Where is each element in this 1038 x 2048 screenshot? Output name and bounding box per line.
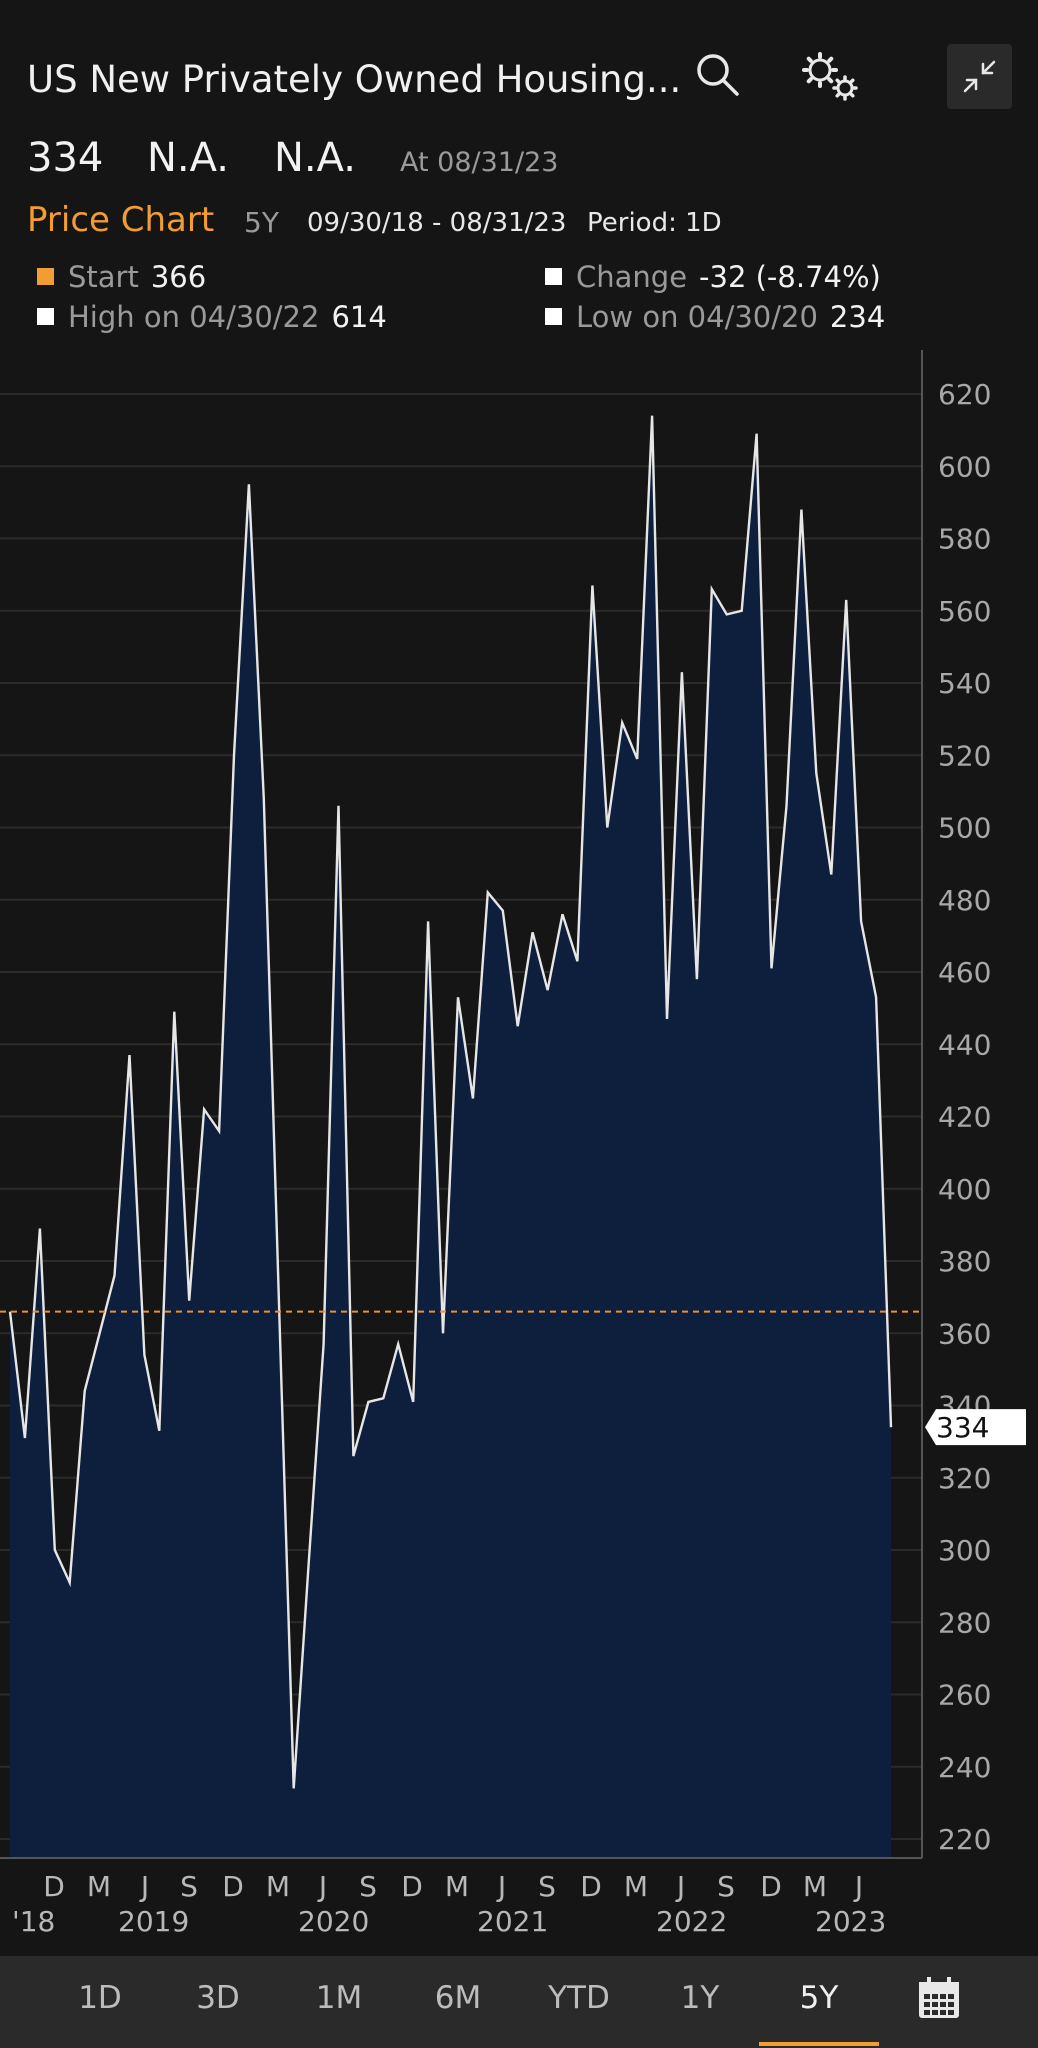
y-tick-label: 400: [938, 1173, 991, 1206]
x-month-label: D: [401, 1870, 423, 1903]
y-tick-label: 500: [938, 812, 991, 845]
start-swatch: [37, 267, 54, 285]
legend-start: Start 366: [37, 260, 206, 294]
y-tick-label: 320: [938, 1462, 991, 1495]
y-tick-label: 300: [938, 1534, 991, 1567]
x-month-label: D: [222, 1870, 244, 1903]
x-month-label: M: [803, 1870, 827, 1903]
y-tick-label: 260: [938, 1679, 991, 1712]
y-tick-label: 240: [938, 1751, 991, 1784]
change-swatch: [545, 267, 562, 285]
x-month-label: M: [266, 1870, 290, 1903]
tab-1y[interactable]: 1Y: [680, 1980, 720, 2016]
legend-high: High on 04/30/22 614: [37, 300, 387, 334]
price-chart[interactable]: 2202402602803003203403603804004204404604…: [0, 340, 1038, 1940]
x-month-label: M: [624, 1870, 648, 1903]
range-label: 5Y: [244, 206, 279, 239]
tab-1d[interactable]: 1D: [78, 1980, 122, 2016]
y-tick-label: 460: [938, 956, 991, 989]
x-year-label: 2021: [477, 1905, 548, 1938]
x-month-label: S: [717, 1870, 735, 1903]
x-month-label: S: [538, 1870, 556, 1903]
period-label: Period: 1D: [587, 208, 722, 238]
date-range: 09/30/18 - 08/31/23: [307, 208, 567, 238]
x-year-label: 2023: [815, 1905, 886, 1938]
y-tick-label: 440: [938, 1028, 991, 1061]
search-icon[interactable]: [693, 50, 743, 100]
x-month-label: J: [139, 1870, 149, 1903]
x-year-label: 2019: [118, 1905, 189, 1938]
x-month-label: S: [180, 1870, 198, 1903]
low-swatch: [545, 307, 562, 325]
tab-6m[interactable]: 6M: [434, 1980, 482, 2016]
app-header: US New Privately Owned Housing...: [0, 0, 1038, 130]
active-tab-indicator: [759, 2042, 879, 2046]
x-month-label: D: [760, 1870, 782, 1903]
as-of-date: At 08/31/23: [400, 147, 559, 178]
x-year-label: 2022: [656, 1905, 727, 1938]
legend-change: Change -32 (-8.74%): [545, 260, 881, 294]
price-chart-title: Price Chart: [27, 200, 215, 240]
x-year-label: '18: [12, 1905, 55, 1938]
collapse-icon[interactable]: [947, 44, 1012, 109]
y-tick-label: 380: [938, 1245, 991, 1278]
calendar-icon[interactable]: [917, 1976, 961, 2020]
gear-icon[interactable]: [796, 48, 866, 108]
tab-3d[interactable]: 3D: [196, 1980, 240, 2016]
tab-1m[interactable]: 1M: [315, 1980, 363, 2016]
x-month-label: M: [445, 1870, 469, 1903]
y-tick-label: 580: [938, 523, 991, 556]
last-value-label: 334: [936, 1411, 989, 1444]
x-month-label: D: [43, 1870, 65, 1903]
y-tick-label: 480: [938, 884, 991, 917]
y-tick-label: 280: [938, 1606, 991, 1639]
security-title: US New Privately Owned Housing...: [27, 58, 682, 101]
x-year-label: 2020: [298, 1905, 369, 1938]
x-month-label: M: [87, 1870, 111, 1903]
range-tab-bar: 1D 3D 1M 6M YTD 1Y 5Y: [0, 1956, 1038, 2048]
x-month-label: J: [675, 1870, 685, 1903]
tab-5y[interactable]: 5Y: [799, 1980, 839, 2016]
y-tick-label: 540: [938, 667, 991, 700]
last-price: 334: [27, 135, 104, 181]
high-swatch: [37, 307, 54, 325]
percent-change: N.A.: [274, 135, 357, 181]
y-tick-label: 420: [938, 1101, 991, 1134]
tab-ytd[interactable]: YTD: [548, 1980, 610, 2016]
x-month-label: J: [853, 1870, 863, 1903]
y-tick-label: 220: [938, 1823, 991, 1856]
area-fill: [10, 415, 891, 1859]
x-month-label: J: [317, 1870, 327, 1903]
y-tick-label: 620: [938, 378, 991, 411]
y-tick-label: 520: [938, 739, 991, 772]
x-month-label: S: [359, 1870, 377, 1903]
x-month-label: D: [580, 1870, 602, 1903]
legend-low: Low on 04/30/20 234: [545, 300, 885, 334]
y-tick-label: 600: [938, 450, 991, 483]
y-tick-label: 360: [938, 1317, 991, 1350]
series-line: [8, 415, 893, 1789]
x-month-label: J: [496, 1870, 506, 1903]
y-tick-label: 560: [938, 595, 991, 628]
net-change: N.A.: [147, 135, 230, 181]
last-value-tag: [925, 1409, 1026, 1446]
